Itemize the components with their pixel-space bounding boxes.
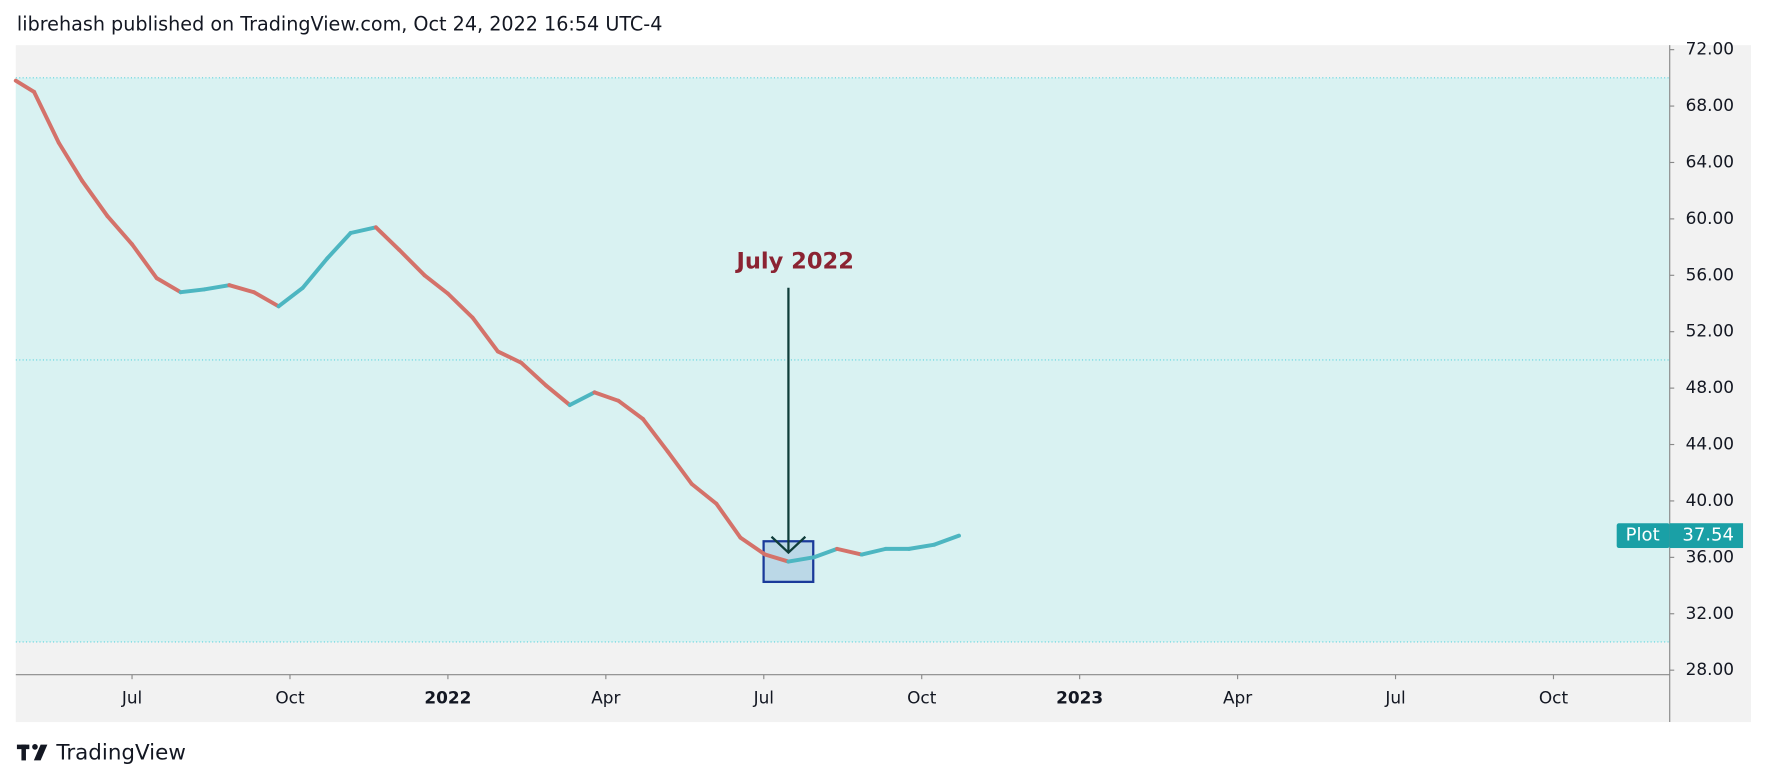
last-value-label: 37.54: [1682, 525, 1734, 546]
line-segment: [689, 482, 719, 506]
line-segment: [592, 390, 621, 403]
y-tick-label: 40.00: [1686, 490, 1734, 510]
y-tick-label: 48.00: [1686, 377, 1734, 397]
line-segment: [32, 89, 61, 145]
line-segment: [495, 349, 524, 365]
line-segment: [178, 287, 207, 295]
line-segment: [300, 256, 330, 290]
y-tick-label: 52.00: [1686, 321, 1734, 341]
x-tick-label: 2022: [424, 687, 471, 707]
y-tick-label: 56.00: [1686, 264, 1734, 284]
logo: [16, 744, 48, 761]
line-segment: [105, 214, 135, 247]
line-segment: [202, 283, 232, 292]
line-segment: [519, 360, 548, 388]
line-segment: [154, 276, 183, 295]
annotation-arrowhead: [770, 535, 807, 555]
header: librehash published on TradingView.com, …: [17, 12, 662, 35]
line-segment: [859, 546, 888, 557]
line-segment: [567, 390, 597, 408]
line-segment: [373, 225, 402, 252]
x-tick-label: 2023: [1056, 687, 1103, 707]
line-segment: [763, 552, 791, 564]
y-tick-label: 60.00: [1686, 208, 1734, 228]
x-tick-label: Jul: [121, 687, 142, 707]
x-tick-label: Jul: [1384, 687, 1405, 707]
line-segment: [932, 533, 961, 547]
y-tick-label: 64.00: [1686, 151, 1734, 171]
line-segment: [811, 546, 840, 560]
annotation-text: July 2022: [734, 248, 853, 274]
line-segment: [665, 449, 694, 486]
line-segment: [276, 286, 305, 309]
series-badge: [1616, 523, 1670, 549]
footer-brand: TradingView: [55, 741, 185, 766]
line-segment: [251, 290, 281, 309]
line-segment: [56, 140, 85, 183]
x-tick-label: Jul: [753, 687, 774, 707]
line-segment: [80, 178, 110, 219]
line-segment: [13, 78, 37, 94]
line-segment: [227, 283, 256, 295]
line-segment: [422, 273, 450, 296]
line-segment: [325, 231, 353, 261]
line-segment: [907, 542, 937, 551]
line-segment: [397, 247, 427, 278]
line-segment: [738, 535, 768, 557]
y-tick-label: 68.00: [1686, 95, 1734, 115]
y-tick-label: 28.00: [1686, 659, 1734, 679]
y-tick-label: 72.00: [1686, 39, 1734, 59]
y-tick-label: 36.00: [1686, 546, 1734, 566]
line-segment: [348, 225, 378, 235]
line-segment: [470, 315, 500, 354]
y-tick-label: 32.00: [1686, 603, 1734, 623]
line-segment: [445, 291, 475, 320]
line-segment: [616, 398, 646, 422]
line-segment: [543, 383, 572, 408]
last-value-badge: [1669, 523, 1744, 549]
y-tick-label: 44.00: [1686, 434, 1734, 454]
x-tick-label: Apr: [1223, 687, 1252, 707]
series-name: Plot: [1626, 525, 1660, 546]
line-segment: [835, 546, 864, 557]
x-tick-label: Oct: [907, 687, 937, 707]
line-segment: [714, 501, 743, 540]
line-segment: [641, 417, 670, 454]
line-segment: [786, 555, 816, 564]
x-tick-label: Oct: [1539, 687, 1569, 707]
x-tick-label: Apr: [591, 687, 620, 707]
x-tick-label: Oct: [275, 687, 305, 707]
line-segment: [130, 242, 159, 281]
